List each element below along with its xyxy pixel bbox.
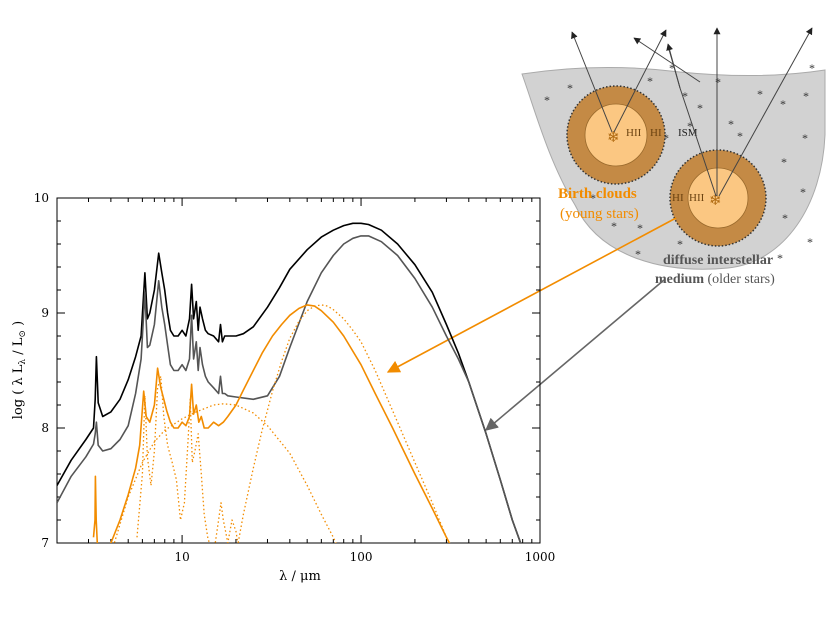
y-axis-sub-sun: ⊙: [18, 330, 28, 338]
hii-core: [584, 103, 648, 167]
field-star-icon: *: [677, 237, 683, 251]
series-line-1: [57, 222, 522, 543]
y-tick-label: 7: [41, 536, 49, 550]
field-star-icon: *: [544, 93, 550, 107]
series-line-4: [113, 403, 337, 543]
hi-label-2: HI: [672, 192, 684, 204]
hii-label-2: HII: [689, 192, 705, 204]
field-star-icon: *: [715, 75, 721, 89]
field-star-icon: *: [682, 89, 688, 103]
y-tick-label: 10: [34, 191, 49, 205]
x-axis-unit: / μm: [287, 569, 320, 584]
series-line-2: [57, 235, 522, 543]
y-axis-mid: / L: [11, 337, 26, 359]
series-line-3: [92, 304, 451, 543]
ray: [718, 27, 813, 197]
field-star-icon: *: [757, 87, 763, 101]
axis-ticks: 10 100 1000 7 8 9 10: [34, 191, 556, 564]
diffuse-medium-subtitle: medium (older stars): [655, 272, 775, 287]
star-cluster-icon: ❄: [709, 193, 722, 209]
ism-diagram: ***************************** ❄ HII HI ❄…: [386, 27, 826, 431]
diffuse-medium-title: diffuse interstellar: [663, 253, 773, 268]
plot-frame: [56, 197, 541, 544]
older-stars-text: (older stars): [704, 272, 775, 287]
ray: [666, 43, 681, 89]
hii-label-1: HII: [626, 127, 642, 139]
field-stars: *****************************: [544, 61, 815, 265]
birth-cloud-1: ❄ HII HI: [566, 85, 666, 185]
diffuse-medium-pointer-arrow: [485, 279, 665, 431]
x-tick-label: 1000: [525, 550, 556, 564]
field-star-icon: *: [663, 131, 669, 145]
field-star-icon: *: [611, 219, 617, 233]
y-tick-label: 9: [41, 306, 49, 320]
field-star-icon: *: [635, 247, 641, 261]
y-axis-post: ): [11, 321, 26, 330]
field-star-icon: *: [637, 221, 643, 235]
field-star-icon: *: [802, 131, 808, 145]
star-cluster-icon: ❄: [607, 130, 620, 146]
field-star-icon: *: [728, 117, 734, 131]
field-star-icon: *: [782, 211, 788, 225]
light-rays: [571, 27, 813, 197]
field-star-icon: *: [697, 101, 703, 115]
ray: [633, 37, 701, 83]
x-axis-title: λ / μm: [279, 569, 321, 584]
x-tick-label: 100: [350, 550, 373, 564]
field-star-icon: *: [647, 74, 653, 88]
series-line-6: [214, 502, 239, 543]
field-star-icon: *: [780, 97, 786, 111]
series-line-5: [136, 375, 211, 543]
y-axis-pre: log ( λ L: [11, 364, 26, 419]
hi-label-1: HI: [650, 127, 662, 139]
birth-clouds-subtitle: (young stars): [560, 206, 639, 222]
y-axis-sub-lambda: λ: [18, 359, 28, 365]
ism-label: ISM: [678, 127, 698, 139]
field-star-icon: *: [800, 185, 806, 199]
hii-core: [687, 167, 749, 229]
ray: [571, 31, 613, 133]
field-star-icon: *: [777, 251, 783, 265]
field-star-icon: *: [687, 119, 693, 133]
birth-cloud-pointer-arrow: [386, 217, 677, 373]
series-group: [57, 222, 522, 543]
field-star-icon: *: [737, 129, 743, 143]
field-star-icon: *: [803, 89, 809, 103]
field-star-icon: *: [807, 235, 813, 249]
field-star-icon: *: [781, 155, 787, 169]
y-tick-label: 8: [41, 421, 49, 435]
birth-clouds-title: Birth clouds: [558, 186, 637, 202]
birth-cloud-2: ❄ HII HI: [669, 149, 767, 247]
ray: [613, 29, 667, 133]
medium-word: medium: [655, 272, 704, 287]
field-star-icon: *: [809, 61, 815, 75]
y-axis-title: log ( λ Lλ / L⊙ ): [11, 321, 28, 419]
x-tick-label: 10: [174, 550, 189, 564]
field-star-icon: *: [567, 81, 573, 95]
x-axis-lambda: λ: [279, 569, 287, 584]
field-star-icon: *: [669, 61, 675, 75]
field-star-icon: *: [590, 191, 596, 205]
